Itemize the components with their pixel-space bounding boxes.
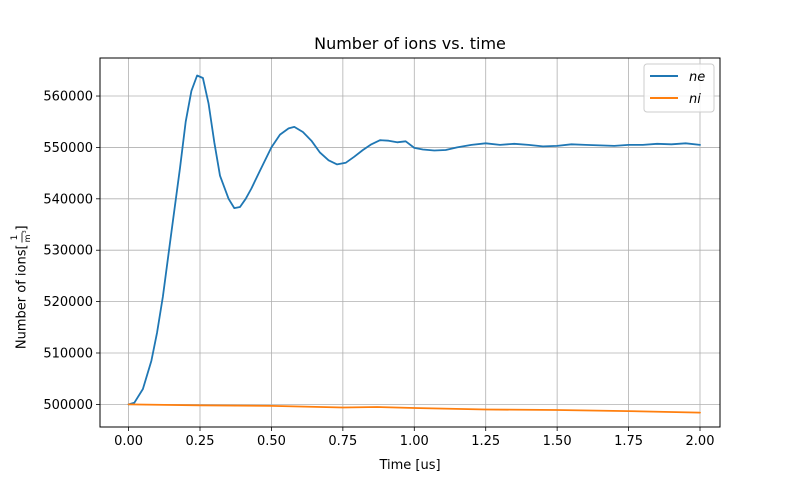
- y-axis-unit-exponent: 3: [22, 230, 28, 233]
- series-lines: [127, 74, 701, 414]
- x-tick-label: 0.25: [186, 434, 215, 449]
- chart-title: Number of ions vs. time: [314, 34, 506, 53]
- y-tick-label: 550000: [43, 141, 93, 156]
- x-tick-label: 1.50: [543, 434, 572, 449]
- x-tick-label: 1.00: [400, 434, 429, 449]
- plot-frame: [99, 57, 721, 428]
- series-line-ne: [127, 74, 701, 406]
- x-tick-label: 2.00: [686, 434, 715, 449]
- series-line-ni: [127, 403, 701, 414]
- y-tick-label: 500000: [43, 398, 93, 413]
- y-tick-label: 510000: [43, 346, 93, 361]
- y-tick-label: 560000: [43, 90, 93, 105]
- legend: ne ni: [643, 63, 715, 113]
- y-axis-label-bracket-open: [: [15, 244, 30, 249]
- plot-background: [100, 58, 720, 427]
- y-tick-label: 520000: [43, 295, 93, 310]
- y-tick-label: 540000: [43, 192, 93, 207]
- x-tick-label: 0.75: [328, 434, 357, 449]
- y-tick-label: 530000: [43, 244, 93, 259]
- x-tick-label: 1.25: [471, 434, 500, 449]
- x-axis-ticks: 0.00 0.25 0.50 0.75 1.00 1.25 1.50 1.75 2.00: [114, 427, 714, 449]
- grid: [100, 58, 720, 427]
- y-axis-ticks: 500000 510000 520000 530000 540000 550000 5600…: [43, 90, 100, 413]
- legend-label-ni: ni: [689, 92, 701, 107]
- y-axis-unit-denominator: m: [23, 234, 32, 242]
- x-tick-label: 0.00: [114, 434, 143, 449]
- y-axis-label: Number of ions [ 1 m 3 ]: [10, 225, 32, 349]
- y-axis-label-bracket-close: ]: [15, 225, 30, 230]
- x-axis-label: Time [us]: [378, 458, 440, 473]
- x-tick-label: 0.50: [257, 434, 286, 449]
- legend-label-ne: ne: [689, 70, 705, 85]
- y-axis-unit-numerator: 1: [10, 235, 20, 241]
- y-axis-label-text: Number of ions: [15, 249, 30, 349]
- x-tick-label: 1.75: [614, 434, 643, 449]
